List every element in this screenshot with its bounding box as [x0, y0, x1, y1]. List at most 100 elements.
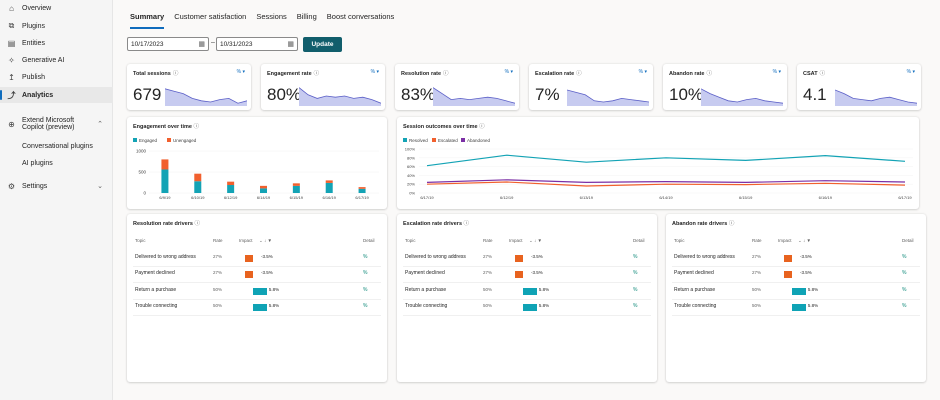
bar-engaged[interactable]	[358, 188, 366, 193]
percent-toggle[interactable]: % ▾	[237, 69, 245, 75]
series-line-resolved[interactable]	[426, 154, 906, 167]
driver-row[interactable]: Delivered to wrong address 27% -3.5%%	[666, 254, 926, 264]
bar-engaged[interactable]	[194, 181, 202, 193]
sidebar-item-generative-ai[interactable]: ✧ Generative AI	[0, 52, 113, 68]
info-icon[interactable]: ⓘ	[819, 71, 826, 77]
kpi-value: 4.1	[803, 85, 827, 104]
sidebar-item-plugins[interactable]: ⧉ Plugins	[0, 18, 113, 34]
sort-filter-icons[interactable]: ⌄ ↓ ▼	[798, 238, 811, 243]
bar-unengaged[interactable]	[161, 159, 169, 170]
bar-engaged[interactable]	[227, 185, 235, 193]
legend-swatch	[461, 138, 465, 142]
header-impact[interactable]: Impact	[239, 238, 253, 243]
header-impact[interactable]: Impact	[509, 238, 523, 243]
bar-unengaged[interactable]	[325, 180, 333, 183]
start-date-input[interactable]: 10/17/2023 ▦	[127, 37, 209, 51]
driver-row[interactable]: Delivered to wrong address 27% -3.5%%	[127, 254, 387, 264]
driver-topic: Trouble connecting	[135, 303, 178, 309]
settings-icon: ⚙	[7, 181, 16, 191]
bar-unengaged[interactable]	[358, 187, 366, 189]
date-separator: –	[211, 39, 215, 46]
detail-link[interactable]: %	[633, 270, 638, 276]
driver-row[interactable]: Payment declined 27% -3.5%%	[127, 270, 387, 280]
bar-engaged[interactable]	[325, 182, 333, 193]
driver-row[interactable]: Return a purchase 50% 5.8%%	[397, 287, 657, 297]
sidebar-item-entities[interactable]: ▤ Entities	[0, 35, 113, 51]
detail-link[interactable]: %	[902, 303, 907, 309]
driver-row[interactable]: Return a purchase 50% 5.8%%	[666, 287, 926, 297]
sparkline	[567, 89, 649, 106]
driver-row[interactable]: Trouble connecting 50% 5.8%%	[666, 303, 926, 313]
chevron-up-icon[interactable]: ⌃	[97, 121, 103, 128]
bar-engaged[interactable]	[161, 169, 169, 193]
detail-link[interactable]: %	[363, 287, 368, 293]
percent-toggle[interactable]: % ▾	[639, 69, 647, 75]
tab-customer-satisfaction[interactable]: Customer satisfaction	[174, 12, 247, 21]
driver-row[interactable]: Delivered to wrong address 27% -3.5%%	[397, 254, 657, 264]
bar-unengaged[interactable]	[227, 181, 235, 186]
impact-bar-positive	[792, 288, 806, 295]
percent-label: %	[638, 69, 644, 75]
detail-link[interactable]: %	[902, 254, 907, 260]
detail-link[interactable]: %	[633, 287, 638, 293]
driver-row[interactable]: Return a purchase 50% 5.8%%	[127, 287, 387, 297]
info-icon[interactable]: ⓘ	[727, 221, 735, 227]
sidebar-item-overview[interactable]: ⌂ Overview	[0, 0, 113, 16]
detail-link[interactable]: %	[633, 303, 638, 309]
percent-toggle[interactable]: % ▾	[371, 69, 379, 75]
impact-bar-negative	[514, 255, 523, 262]
sidebar-item-publish[interactable]: ↥ Publish	[0, 69, 113, 85]
detail-link[interactable]: %	[633, 254, 638, 260]
sort-filter-icons[interactable]: ⌄ ↓ ▼	[529, 238, 542, 243]
session-outcomes-chart: Resolved Escalated Abandoned 100% 80% 60% 40% 2…	[403, 138, 913, 200]
detail-link[interactable]: %	[363, 303, 368, 309]
detail-link[interactable]: %	[902, 270, 907, 276]
sidebar-item-analytics[interactable]: ⤴ Analytics	[0, 87, 113, 103]
sidebar-item-conversational-plugins[interactable]: Conversational plugins	[0, 138, 113, 154]
info-icon[interactable]: ⓘ	[313, 71, 320, 77]
sort-filter-icons[interactable]: ⌄ ↓ ▼	[259, 238, 272, 243]
update-button[interactable]: Update	[303, 37, 342, 52]
tab-summary[interactable]: Summary	[130, 12, 165, 29]
row-divider	[672, 282, 920, 283]
info-icon[interactable]: ⓘ	[443, 71, 449, 77]
driver-row[interactable]: Payment declined 27% -3.5%%	[666, 270, 926, 280]
info-icon[interactable]: ⓘ	[172, 71, 179, 77]
info-icon[interactable]: ⓘ	[462, 221, 470, 227]
row-divider	[403, 315, 651, 316]
impact-value: 5.8%	[807, 303, 819, 308]
header-impact[interactable]: Impact	[778, 238, 792, 243]
x-tick-label: 6/10/19	[191, 195, 205, 200]
detail-link[interactable]: %	[363, 270, 368, 276]
sidebar-item-extend-microsoft[interactable]: ⊕ Extend Microsoft Copilot (preview) ⌃	[0, 113, 113, 135]
bar-engaged[interactable]	[292, 185, 300, 193]
calendar-icon[interactable]: ▦	[287, 41, 294, 48]
bar-unengaged[interactable]	[260, 185, 267, 189]
info-icon[interactable]: ⓘ	[576, 71, 582, 77]
driver-row[interactable]: Trouble connecting 50% 5.8%%	[127, 303, 387, 313]
tab-sessions[interactable]: Sessions	[256, 12, 287, 21]
detail-link[interactable]: %	[902, 287, 907, 293]
percent-toggle[interactable]: % ▾	[773, 69, 781, 75]
info-icon[interactable]: ⓘ	[192, 221, 200, 227]
tab-billing[interactable]: Billing	[296, 12, 317, 21]
detail-link[interactable]: %	[363, 254, 368, 260]
bar-engaged[interactable]	[260, 188, 267, 193]
impact-value: -3.5%	[531, 270, 543, 275]
sidebar-item-settings[interactable]: ⚙ Settings ⌄	[0, 178, 113, 194]
series-line-abandoned[interactable]	[426, 179, 906, 184]
kpi-title-text: Abandon rate	[669, 71, 705, 77]
sidebar-item-ai-plugins[interactable]: AI plugins	[0, 155, 113, 171]
percent-toggle[interactable]: % ▾	[505, 69, 513, 75]
calendar-icon[interactable]: ▦	[198, 41, 205, 48]
info-icon[interactable]: ⓘ	[706, 71, 712, 77]
driver-row[interactable]: Trouble connecting 50% 5.8%%	[397, 303, 657, 313]
percent-toggle[interactable]: % ▾	[907, 69, 915, 75]
bar-unengaged[interactable]	[194, 173, 202, 182]
chevron-down-icon[interactable]: ⌄	[97, 183, 103, 190]
series-line-escalated[interactable]	[426, 181, 906, 187]
bar-unengaged[interactable]	[292, 183, 300, 186]
tab-boost-conversations[interactable]: Boost conversations	[326, 12, 395, 21]
end-date-input[interactable]: 10/31/2023 ▦	[216, 37, 298, 51]
driver-row[interactable]: Payment declined 27% -3.5%%	[397, 270, 657, 280]
